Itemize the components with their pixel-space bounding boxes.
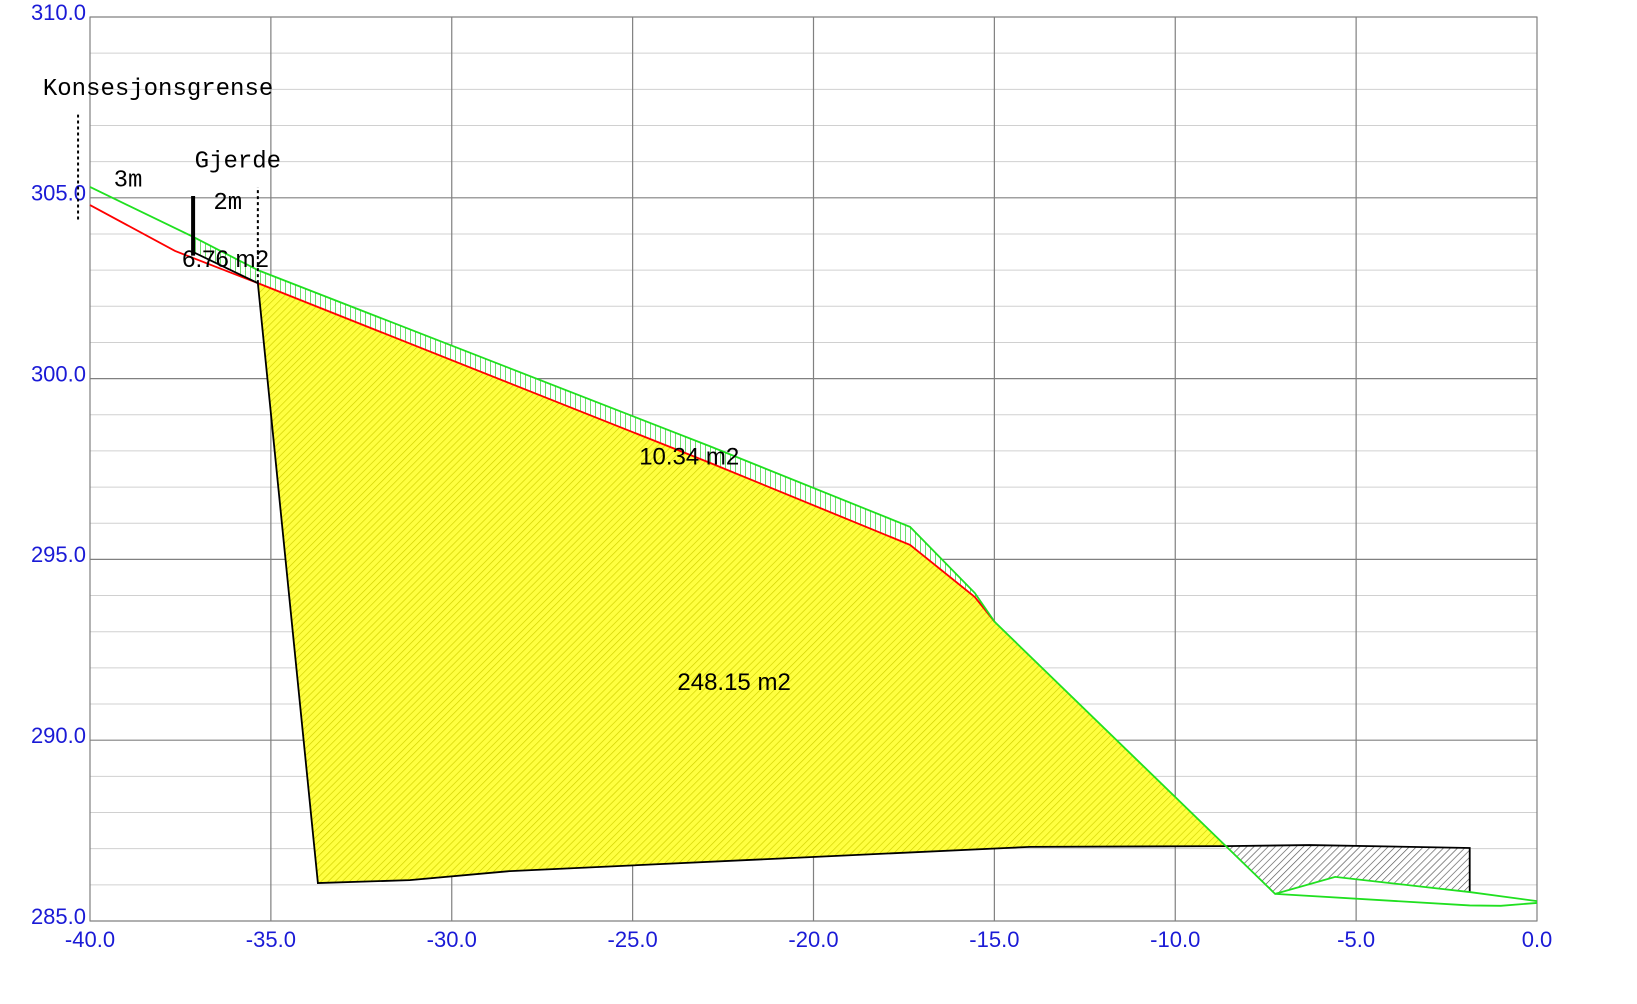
profile-line [1275,892,1538,907]
annotation: 2m [213,190,242,217]
x-tick-label: -5.0 [1337,927,1375,952]
y-tick-label: 310.0 [31,0,86,25]
area-label: 6.76 m2 [182,246,269,273]
area-label: 10.34 m2 [639,444,739,471]
x-tick-label: -20.0 [788,927,838,952]
y-tick-label: 290.0 [31,723,86,748]
y-tick-label: 295.0 [31,542,86,567]
area [193,236,258,284]
y-tick-label: 285.0 [31,904,86,929]
x-tick-label: -35.0 [246,927,296,952]
x-tick-label: -15.0 [969,927,1019,952]
area [1225,845,1470,894]
area [257,283,1226,884]
marker-label: Konsesjonsgrense [43,76,273,103]
marker-label: Gjerde [195,148,281,175]
x-tick-label: 0.0 [1522,927,1553,952]
x-tick-label: -25.0 [608,927,658,952]
y-tick-label: 305.0 [31,181,86,206]
y-tick-label: 300.0 [31,361,86,386]
x-tick-label: -30.0 [427,927,477,952]
x-tick-label: -10.0 [1150,927,1200,952]
profile-line [89,204,996,623]
area-label: 248.15 m2 [677,669,790,696]
area [193,236,995,622]
profile-line [192,251,1471,893]
annotation: 3m [114,167,143,194]
profile-line [89,186,1538,903]
x-tick-label: -40.0 [65,927,115,952]
